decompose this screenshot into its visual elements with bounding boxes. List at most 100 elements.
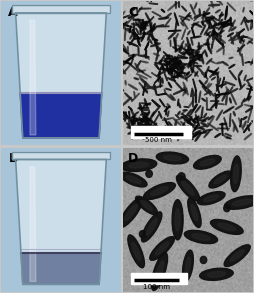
Ellipse shape (222, 43, 224, 48)
Ellipse shape (206, 32, 211, 35)
Ellipse shape (160, 68, 164, 70)
Ellipse shape (230, 17, 231, 24)
Ellipse shape (202, 86, 208, 93)
Ellipse shape (120, 172, 147, 187)
Ellipse shape (167, 67, 168, 71)
Ellipse shape (150, 29, 155, 30)
Ellipse shape (178, 65, 182, 73)
Ellipse shape (144, 123, 148, 125)
Ellipse shape (182, 181, 194, 195)
Ellipse shape (177, 45, 185, 50)
Ellipse shape (224, 205, 230, 212)
Ellipse shape (133, 120, 134, 127)
Ellipse shape (165, 18, 171, 26)
Bar (131, 126, 190, 138)
Ellipse shape (168, 122, 173, 128)
Ellipse shape (209, 25, 217, 28)
Ellipse shape (225, 21, 233, 26)
Ellipse shape (145, 42, 149, 50)
Ellipse shape (178, 61, 179, 66)
Ellipse shape (211, 101, 218, 109)
Ellipse shape (231, 32, 239, 43)
Ellipse shape (146, 50, 147, 58)
Ellipse shape (193, 131, 200, 134)
Ellipse shape (190, 60, 198, 64)
Ellipse shape (137, 36, 139, 45)
Ellipse shape (202, 117, 209, 121)
Ellipse shape (189, 54, 201, 58)
Ellipse shape (174, 73, 175, 81)
Ellipse shape (176, 115, 179, 118)
Text: A: A (8, 6, 18, 19)
Ellipse shape (215, 10, 220, 13)
Ellipse shape (205, 72, 207, 77)
Ellipse shape (134, 91, 135, 97)
Ellipse shape (129, 34, 137, 45)
Ellipse shape (141, 21, 148, 23)
Polygon shape (12, 151, 110, 159)
Ellipse shape (193, 57, 196, 63)
Ellipse shape (125, 57, 131, 64)
Ellipse shape (203, 11, 205, 17)
Ellipse shape (191, 204, 198, 221)
Ellipse shape (228, 88, 238, 94)
Ellipse shape (213, 72, 219, 75)
Ellipse shape (201, 22, 204, 26)
Ellipse shape (224, 245, 250, 267)
Ellipse shape (187, 52, 193, 54)
Ellipse shape (181, 52, 185, 55)
Ellipse shape (170, 67, 174, 71)
Ellipse shape (239, 77, 242, 88)
Ellipse shape (205, 51, 207, 57)
Ellipse shape (192, 88, 194, 96)
Ellipse shape (173, 57, 177, 61)
Ellipse shape (138, 21, 140, 27)
Ellipse shape (132, 54, 134, 59)
Ellipse shape (188, 59, 193, 65)
Ellipse shape (148, 119, 152, 121)
Ellipse shape (145, 117, 150, 122)
Ellipse shape (155, 62, 159, 69)
Ellipse shape (214, 36, 223, 45)
Ellipse shape (230, 98, 231, 103)
Ellipse shape (192, 24, 196, 25)
Ellipse shape (121, 23, 125, 25)
Ellipse shape (185, 127, 191, 128)
Ellipse shape (160, 62, 166, 72)
Ellipse shape (232, 120, 238, 132)
Ellipse shape (222, 23, 233, 25)
Ellipse shape (173, 47, 177, 49)
Ellipse shape (222, 62, 228, 66)
Ellipse shape (175, 1, 176, 8)
Ellipse shape (175, 209, 180, 231)
Ellipse shape (192, 36, 201, 38)
Ellipse shape (140, 23, 146, 29)
Ellipse shape (146, 86, 155, 89)
Ellipse shape (192, 69, 198, 77)
Ellipse shape (146, 117, 148, 125)
Ellipse shape (215, 134, 220, 137)
Ellipse shape (195, 106, 201, 113)
Ellipse shape (149, 112, 154, 121)
Ellipse shape (173, 58, 178, 60)
Ellipse shape (206, 33, 210, 37)
Ellipse shape (142, 33, 150, 34)
Ellipse shape (217, 103, 225, 105)
Ellipse shape (123, 115, 127, 119)
Ellipse shape (129, 111, 130, 118)
Ellipse shape (200, 159, 215, 166)
Ellipse shape (126, 176, 141, 183)
Ellipse shape (212, 38, 214, 46)
Ellipse shape (212, 16, 218, 20)
Ellipse shape (147, 125, 148, 131)
Ellipse shape (194, 117, 202, 120)
Ellipse shape (219, 14, 224, 16)
Ellipse shape (183, 250, 193, 281)
Ellipse shape (152, 100, 160, 107)
Ellipse shape (146, 170, 152, 177)
Ellipse shape (125, 93, 132, 100)
Ellipse shape (144, 23, 146, 29)
Ellipse shape (218, 22, 224, 30)
Ellipse shape (146, 219, 157, 235)
Ellipse shape (179, 1, 180, 7)
